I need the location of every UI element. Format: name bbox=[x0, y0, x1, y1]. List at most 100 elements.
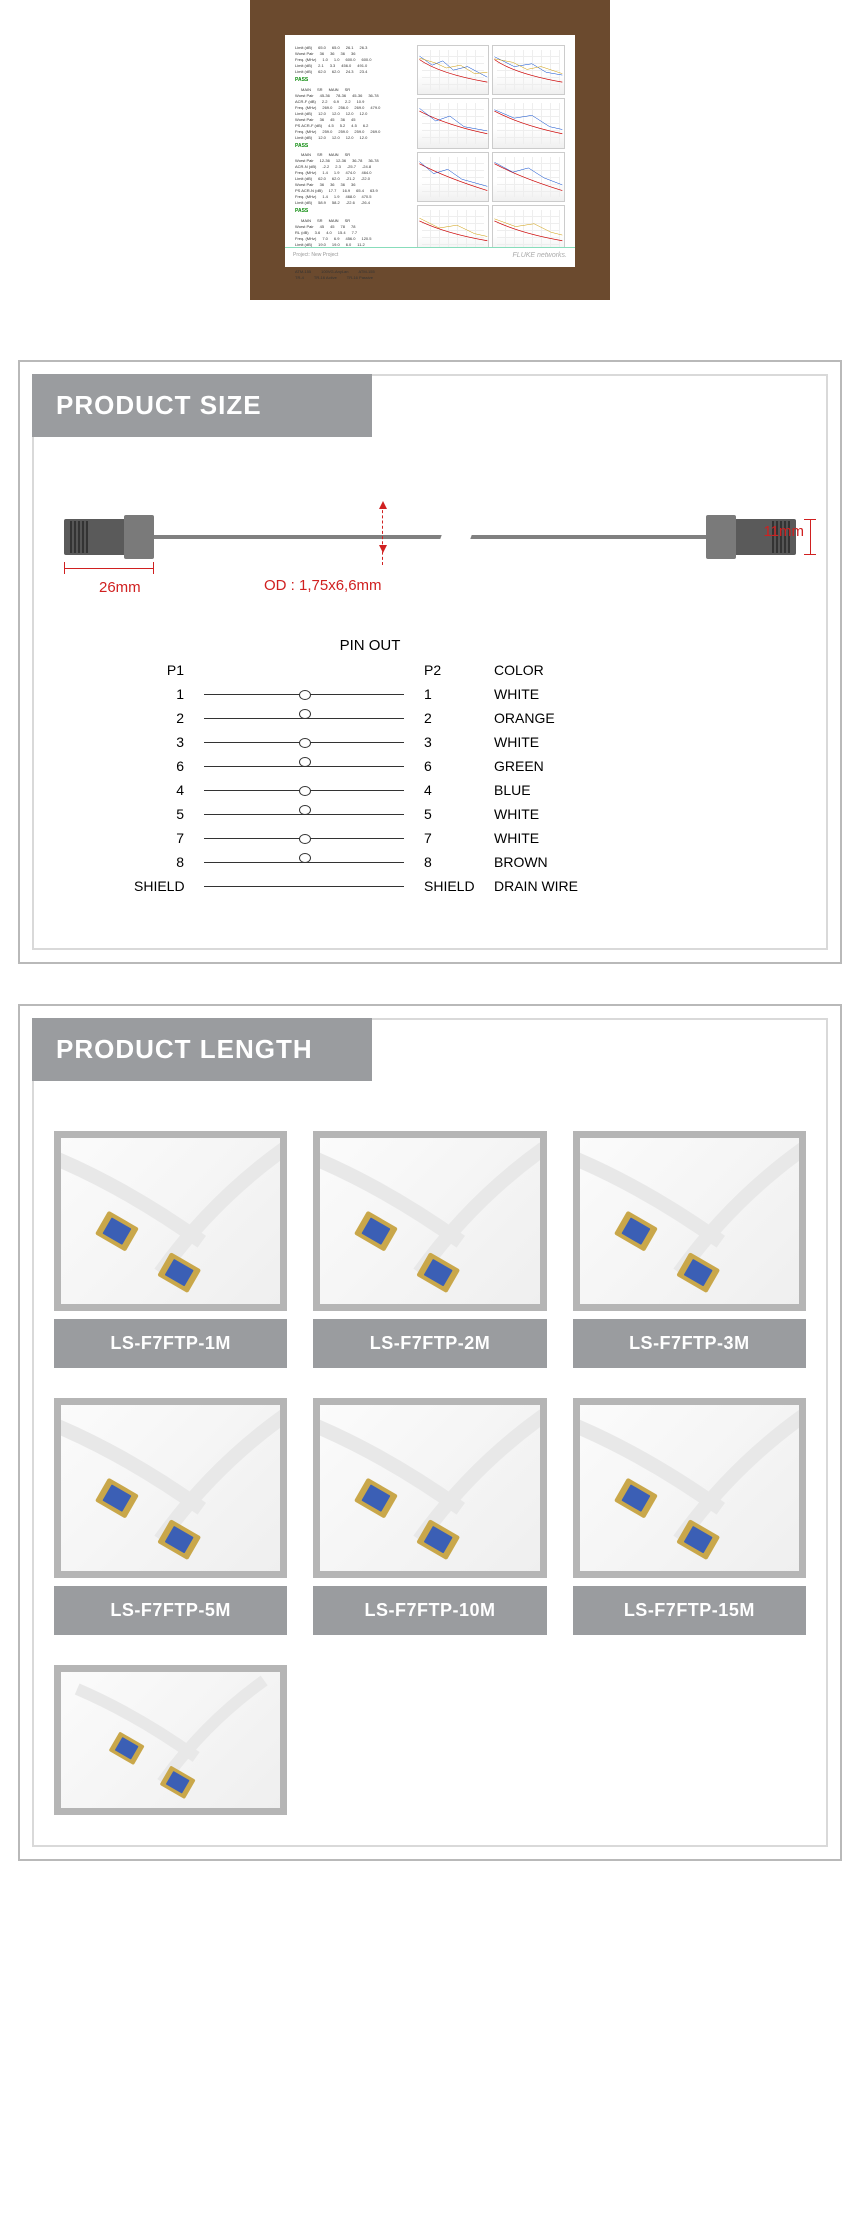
length-label: LS-F7FTP-2M bbox=[313, 1319, 546, 1368]
length-card: LS-F7FTP-5M bbox=[54, 1398, 287, 1635]
mini-chart bbox=[492, 152, 565, 202]
pin-p2: 1 bbox=[424, 686, 474, 702]
pin-color: WHITE bbox=[494, 734, 614, 750]
pin-p2: 6 bbox=[424, 758, 474, 774]
pass-label: PASS bbox=[295, 143, 417, 151]
length-label: LS-F7FTP-15M bbox=[573, 1586, 806, 1635]
mini-chart bbox=[492, 45, 565, 95]
pin-p2: 8 bbox=[424, 854, 474, 870]
pin-p1: 2 bbox=[134, 710, 184, 726]
length-label: LS-F7FTP-3M bbox=[573, 1319, 806, 1368]
pass-label: PASS bbox=[295, 208, 417, 216]
pin-wire bbox=[204, 790, 404, 791]
pin-wire bbox=[204, 886, 404, 887]
length-thumb bbox=[54, 1131, 287, 1311]
size-diagram: 26mm 11mm OD : 1,75x6,6mm bbox=[34, 437, 826, 607]
test-report-frame: Limit (dB)65.065.026.126.3 Worst Pair363… bbox=[250, 0, 610, 300]
project-label: Project: bbox=[293, 252, 310, 258]
product-size-panel: PRODUCT SIZE 26mm 11mm OD : 1,75x6,6mm bbox=[18, 360, 842, 964]
pin-color: DRAIN WIRE bbox=[494, 878, 614, 894]
mini-chart bbox=[417, 152, 490, 202]
length-thumb bbox=[54, 1665, 287, 1815]
pin-wire bbox=[204, 718, 404, 719]
pinout-row: SHIELD SHIELD DRAIN WIRE bbox=[134, 874, 726, 898]
pin-color: GREEN bbox=[494, 758, 614, 774]
length-thumb bbox=[313, 1398, 546, 1578]
pin-p1: 8 bbox=[134, 854, 184, 870]
pinout-row: 2 2 ORANGE bbox=[134, 706, 726, 730]
pin-p1: 1 bbox=[134, 686, 184, 702]
length-card: LS-F7FTP-3M bbox=[573, 1131, 806, 1368]
pinout-row: 3 3 WHITE bbox=[134, 730, 726, 754]
pass-label: PASS bbox=[295, 77, 417, 85]
pin-p1: 6 bbox=[134, 758, 184, 774]
length-card: LS-F7FTP-15M bbox=[573, 1398, 806, 1635]
pinout-row: 1 1 WHITE bbox=[134, 682, 726, 706]
pinout-row: 8 8 BROWN bbox=[134, 850, 726, 874]
length-thumb bbox=[573, 1131, 806, 1311]
connector-left bbox=[64, 519, 124, 555]
cable-line bbox=[154, 535, 706, 539]
pin-color: BLUE bbox=[494, 782, 614, 798]
pin-color: WHITE bbox=[494, 686, 614, 702]
pinout-row: 5 5 WHITE bbox=[134, 802, 726, 826]
report-data-table: Limit (dB)65.065.026.126.3 Worst Pair363… bbox=[295, 45, 417, 255]
pin-p2: 2 bbox=[424, 710, 474, 726]
color-header: COLOR bbox=[494, 662, 614, 678]
p2-header: P2 bbox=[424, 662, 474, 678]
connector-body-right bbox=[706, 515, 736, 559]
pin-wire bbox=[204, 694, 404, 695]
pinout-row: 7 7 WHITE bbox=[134, 826, 726, 850]
pin-p1: 7 bbox=[134, 830, 184, 846]
pin-p1: 5 bbox=[134, 806, 184, 822]
pin-wire bbox=[204, 838, 404, 839]
length-card: LS-F7FTP-1M bbox=[54, 1131, 287, 1368]
pin-wire bbox=[204, 766, 404, 767]
pinout-table: PIN OUT P1 P2 COLOR 1 1 WHITE 2 2 ORANGE 3 3 WHI… bbox=[34, 607, 826, 948]
section-header-length: PRODUCT LENGTH bbox=[32, 1018, 372, 1081]
pinout-title: PIN OUT bbox=[74, 637, 666, 654]
pin-wire bbox=[204, 862, 404, 863]
pin-p2: 3 bbox=[424, 734, 474, 750]
report-charts-grid bbox=[417, 45, 566, 255]
p1-header: P1 bbox=[134, 662, 184, 678]
mini-chart bbox=[492, 98, 565, 148]
section-header-size: PRODUCT SIZE bbox=[32, 374, 372, 437]
dim-height: 11mm bbox=[763, 523, 804, 540]
mini-chart bbox=[417, 98, 490, 148]
pin-color: WHITE bbox=[494, 806, 614, 822]
report-footer: Project: New Project FLUKE networks. bbox=[285, 247, 575, 267]
pin-p2: 5 bbox=[424, 806, 474, 822]
brand-label: FLUKE networks. bbox=[513, 252, 567, 263]
pin-p2: SHIELD bbox=[424, 878, 474, 894]
pinout-row: 4 4 BLUE bbox=[134, 778, 726, 802]
dim-width: 26mm bbox=[99, 579, 141, 596]
pin-color: BROWN bbox=[494, 854, 614, 870]
connector-body-left bbox=[124, 515, 154, 559]
length-card: LS-F7FTP-2M bbox=[313, 1131, 546, 1368]
project-name: New Project bbox=[311, 252, 338, 258]
mini-chart bbox=[417, 45, 490, 95]
pin-p2: 7 bbox=[424, 830, 474, 846]
pin-color: WHITE bbox=[494, 830, 614, 846]
pin-p2: 4 bbox=[424, 782, 474, 798]
pin-color: ORANGE bbox=[494, 710, 614, 726]
product-length-panel: PRODUCT LENGTH LS-F7FTP-1M LS-F7FTP-2M L… bbox=[18, 1004, 842, 1861]
length-card bbox=[54, 1665, 287, 1815]
pinout-row: 6 6 GREEN bbox=[134, 754, 726, 778]
length-label: LS-F7FTP-1M bbox=[54, 1319, 287, 1368]
length-card: LS-F7FTP-10M bbox=[313, 1398, 546, 1635]
dim-od: OD : 1,75x6,6mm bbox=[264, 577, 382, 594]
pin-wire bbox=[204, 814, 404, 815]
length-thumb bbox=[573, 1398, 806, 1578]
test-report: Limit (dB)65.065.026.126.3 Worst Pair363… bbox=[285, 35, 575, 265]
pin-wire bbox=[204, 742, 404, 743]
length-thumb bbox=[54, 1398, 287, 1578]
pin-p1: 3 bbox=[134, 734, 184, 750]
pin-p1: SHIELD bbox=[134, 878, 184, 894]
length-label: LS-F7FTP-10M bbox=[313, 1586, 546, 1635]
length-grid: LS-F7FTP-1M LS-F7FTP-2M LS-F7FTP-3M LS-F… bbox=[34, 1081, 826, 1845]
length-label: LS-F7FTP-5M bbox=[54, 1586, 287, 1635]
length-thumb bbox=[313, 1131, 546, 1311]
pin-p1: 4 bbox=[134, 782, 184, 798]
